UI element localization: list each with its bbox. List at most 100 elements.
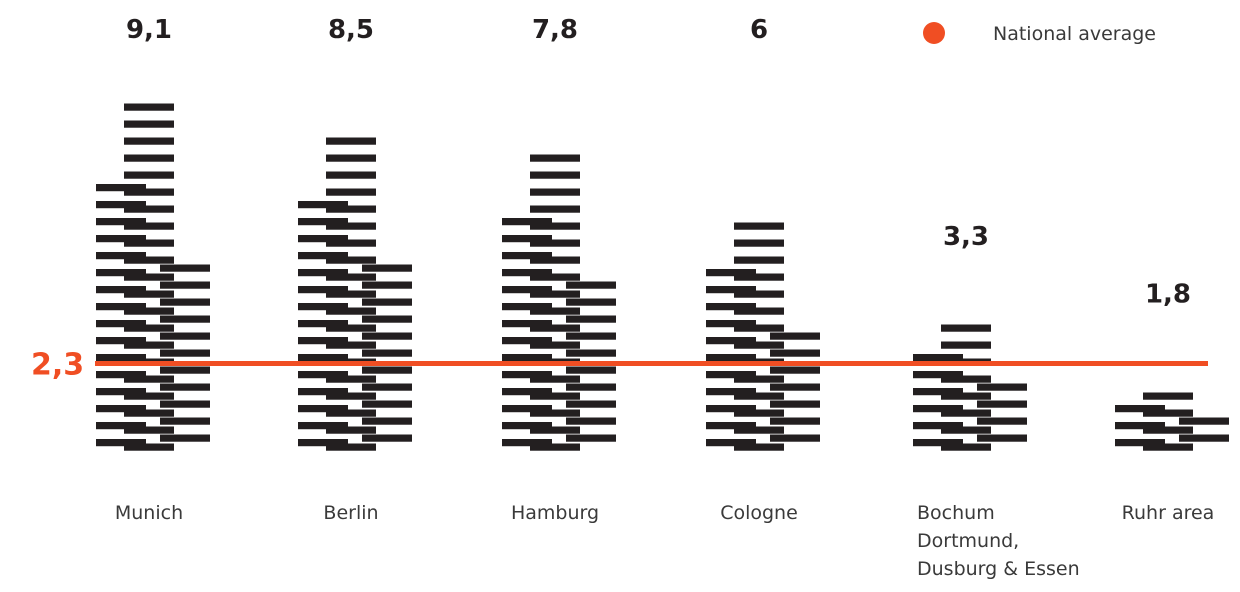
bar-2-brick xyxy=(362,281,412,289)
category-label: Munich xyxy=(115,502,183,524)
bar-3-brick xyxy=(502,303,552,311)
bar-3-brick xyxy=(530,273,580,281)
bar-4-brick xyxy=(734,239,784,247)
legend-label: National average xyxy=(993,23,1156,45)
legend: National average xyxy=(923,22,1156,45)
bar-3-brick xyxy=(530,307,580,315)
bar-3-brick xyxy=(530,409,580,417)
bar-1-brick xyxy=(124,392,174,400)
bar-1-brick xyxy=(124,171,174,179)
bar-1 xyxy=(96,103,210,451)
bar-6-brick xyxy=(1143,409,1193,417)
bar-1-brick xyxy=(96,388,146,396)
bar-1-brick xyxy=(124,137,174,145)
bar-4-brick xyxy=(770,417,820,425)
bars-layer xyxy=(96,103,1229,451)
bar-2-brick xyxy=(298,286,348,294)
bar-3-brick xyxy=(530,154,580,162)
bar-4-brick xyxy=(734,324,784,332)
category-label: Bochum Dortmund, Dusburg & Essen xyxy=(917,502,1080,580)
bar-5-brick xyxy=(977,383,1027,391)
bar-4-brick xyxy=(706,320,756,328)
national-average-label: 2,3 xyxy=(31,347,84,382)
bar-1-brick xyxy=(124,222,174,230)
bar-3-brick xyxy=(530,443,580,451)
bar-4-brick xyxy=(706,337,756,345)
bar-3-brick xyxy=(502,439,552,447)
bar-1-brick xyxy=(96,371,146,379)
bar-3-brick xyxy=(566,349,616,357)
bar-3-brick xyxy=(530,239,580,247)
bar-2-brick xyxy=(298,354,348,362)
bar-5-brick xyxy=(941,324,991,332)
bar-4-brick xyxy=(734,307,784,315)
bar-2-brick xyxy=(326,307,376,315)
bar-3-brick xyxy=(530,222,580,230)
bar-6 xyxy=(1115,392,1229,451)
bar-3 xyxy=(502,154,616,451)
bar-4-brick xyxy=(706,405,756,413)
bar-5-brick xyxy=(913,439,963,447)
bar-2-brick xyxy=(362,383,412,391)
bar-1-brick xyxy=(160,417,210,425)
bar-3-brick xyxy=(502,269,552,277)
bar-1-brick xyxy=(160,332,210,340)
bar-1-brick xyxy=(96,201,146,209)
bar-3-brick xyxy=(566,417,616,425)
value-label: 7,8 xyxy=(532,15,578,45)
bar-2-brick xyxy=(326,137,376,145)
bar-1-brick xyxy=(160,281,210,289)
bar-5-brick xyxy=(913,405,963,413)
bar-4-brick xyxy=(734,273,784,281)
bar-4-brick xyxy=(770,366,820,374)
bar-3-brick xyxy=(566,366,616,374)
bar-2-brick xyxy=(298,371,348,379)
bar-2-brick xyxy=(362,264,412,272)
bar-1-brick xyxy=(124,205,174,213)
bar-6-brick xyxy=(1115,422,1165,430)
bar-1-brick xyxy=(124,290,174,298)
bar-4-brick xyxy=(770,434,820,442)
bar-6-brick xyxy=(1143,443,1193,451)
bar-2-brick xyxy=(298,422,348,430)
bar-2-brick xyxy=(362,298,412,306)
bar-4-brick xyxy=(734,222,784,230)
bar-2 xyxy=(298,137,412,451)
bar-3-brick xyxy=(502,235,552,243)
bar-5-brick xyxy=(941,375,991,383)
bar-3-brick xyxy=(566,298,616,306)
bar-5-brick xyxy=(941,392,991,400)
value-label: 3,3 xyxy=(943,222,989,252)
bar-3-brick xyxy=(530,171,580,179)
bar-1-brick xyxy=(160,264,210,272)
bar-3-brick xyxy=(566,383,616,391)
bar-3-brick xyxy=(530,375,580,383)
bar-4-brick xyxy=(706,354,756,362)
bar-1-brick xyxy=(124,256,174,264)
bar-4-brick xyxy=(734,256,784,264)
bar-4-brick xyxy=(770,400,820,408)
bar-4-brick xyxy=(734,426,784,434)
bar-1-brick xyxy=(124,273,174,281)
bar-2-brick xyxy=(326,188,376,196)
bar-1-brick xyxy=(124,426,174,434)
bar-2-brick xyxy=(298,218,348,226)
category-labels-layer: Munich Berlin Hamburg Cologne Bochum Dortmund… xyxy=(115,502,1214,580)
bar-1-brick xyxy=(160,383,210,391)
bar-3-brick xyxy=(530,290,580,298)
bar-1-brick xyxy=(124,341,174,349)
bar-1-brick xyxy=(96,320,146,328)
bar-5-brick xyxy=(977,417,1027,425)
bar-1-brick xyxy=(124,239,174,247)
bar-3-brick xyxy=(530,341,580,349)
bar-2-brick xyxy=(362,315,412,323)
bar-4-brick xyxy=(734,341,784,349)
bar-2-brick xyxy=(326,392,376,400)
bar-3-brick xyxy=(530,392,580,400)
bar-3-brick xyxy=(502,320,552,328)
bar-5 xyxy=(913,324,1027,451)
bar-2-brick xyxy=(326,290,376,298)
bar-1-brick xyxy=(124,409,174,417)
bar-2-brick xyxy=(326,154,376,162)
